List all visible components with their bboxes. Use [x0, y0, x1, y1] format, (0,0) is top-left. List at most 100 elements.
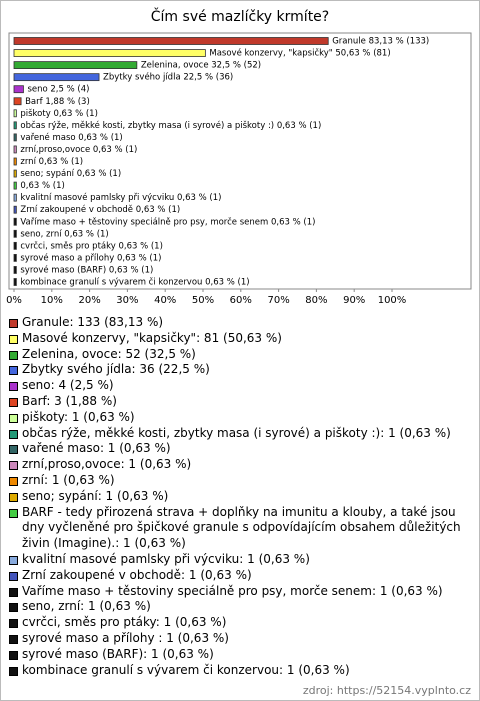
legend-label: Vaříme maso + těstoviny speciálně pro ps… — [22, 583, 443, 598]
bar — [13, 157, 17, 166]
bar — [13, 181, 17, 190]
legend-item: kombinace granulí s vývarem či konzervou… — [9, 663, 471, 679]
legend-item: Zrní zakoupené v obchodě: 1 (0,63 %) — [9, 568, 471, 584]
legend-item: zrní: 1 (0,63 %) — [9, 473, 471, 489]
legend-swatch — [9, 634, 18, 644]
legend-label: Zrní zakoupené v obchodě: 1 (0,63 %) — [22, 567, 252, 582]
legend-swatch — [9, 492, 18, 502]
bar-label: 0,63 % (1) — [20, 181, 64, 191]
legend-label: zrní,proso,ovoce: 1 (0,63 %) — [22, 457, 192, 472]
legend-item: seno: 4 (2,5 %) — [9, 378, 471, 394]
bar-label: Vaříme maso + těstoviny speciálně pro ps… — [20, 216, 315, 227]
legend-swatch — [9, 508, 18, 518]
x-tick-label: 60% — [230, 295, 252, 306]
legend-item: Zelenina, ovoce: 52 (32,5 %) — [9, 347, 471, 363]
x-tick-label: 10% — [41, 295, 63, 306]
legend-swatch — [9, 476, 18, 486]
chart: 0% 10% 20% 30% 40% 50% 60% 70% 80% 90% 100% Granule… — [6, 32, 472, 306]
legend-label: Zelenina, ovoce: 52 (32,5 %) — [22, 346, 196, 361]
bar-label: kombinace granulí s vývarem či konzervou… — [20, 277, 249, 288]
legend-swatch — [9, 571, 18, 581]
x-tick-label: 100% — [378, 295, 407, 306]
x-tick-label: 50% — [192, 295, 214, 306]
x-tick-label: 20% — [78, 295, 100, 306]
legend-label: BARF - tedy přirozená strava + doplňky n… — [22, 504, 461, 551]
bar — [13, 97, 22, 106]
chart-title: Čím své mazlíčky krmíte? — [150, 9, 330, 25]
legend-item: Vaříme maso + těstoviny speciálně pro ps… — [9, 584, 471, 600]
bar — [13, 217, 17, 226]
x-tick-label: 80% — [305, 295, 327, 306]
legend-label: kvalitní masové pamlsky při výcviku: 1 (… — [22, 551, 310, 566]
legend-item: Granule: 133 (83,13 %) — [9, 315, 471, 331]
bar-label: Zbytky svého jídla 22,5 % (36) — [103, 72, 233, 83]
legend-swatch — [9, 334, 18, 344]
legend-label: zrní: 1 (0,63 %) — [22, 472, 115, 487]
bar — [13, 253, 17, 262]
x-tick-label: 70% — [267, 295, 289, 306]
legend-swatch — [9, 650, 18, 660]
bar — [13, 37, 329, 45]
x-tick-label: 40% — [154, 295, 176, 306]
bar-label: zrní,proso,ovoce 0,63 % (1) — [20, 145, 137, 155]
bar-label: Masové konzervy, "kapsičky" 50,63 % (81) — [209, 48, 390, 59]
legend-item: syrové maso (BARF): 1 (0,63 %) — [9, 647, 471, 663]
legend-label: syrové maso (BARF): 1 (0,63 %) — [22, 646, 214, 661]
legend-swatch — [9, 319, 18, 328]
legend-item: Barf: 3 (1,88 %) — [9, 394, 471, 410]
legend-item: piškoty: 1 (0,63 %) — [9, 410, 471, 426]
legend-swatch — [9, 587, 18, 597]
legend-label: Barf: 3 (1,88 %) — [22, 393, 117, 408]
bar — [13, 85, 24, 94]
bar — [13, 266, 17, 274]
bar-label: syrové maso a přílohy 0,63 % (1) — [20, 252, 161, 263]
bar — [13, 169, 17, 178]
legend-swatch — [9, 413, 18, 423]
legend-label: piškoty: 1 (0,63 %) — [22, 409, 135, 424]
legend-item: vařené maso: 1 (0,63 %) — [9, 441, 471, 457]
source: zdroj: https://52154.vyplnto.cz — [302, 684, 471, 697]
bar-label: seno 2,5 % (4) — [27, 85, 89, 95]
legend-item: zrní,proso,ovoce: 1 (0,63 %) — [9, 457, 471, 473]
bar-label: Granule 83,13 % (133) — [332, 37, 429, 47]
x-tick-label: 90% — [343, 295, 365, 306]
bar-label: občas rýže, měkké kosti, zbytky masa (i … — [20, 120, 321, 131]
legend-swatch — [9, 555, 18, 565]
legend-swatch — [9, 603, 18, 613]
legend-swatch — [9, 429, 18, 439]
x-tick-label: 0% — [6, 295, 22, 306]
bar-label: Zrní zakoupené v obchodě 0,63 % (1) — [20, 204, 180, 215]
bar-label: seno, zrní 0,63 % (1) — [20, 229, 108, 239]
bar-label: kvalitní masové pamlsky při výcviku 0,63… — [20, 192, 221, 203]
legend-label: Zbytky svého jídla: 36 (22,5 %) — [22, 362, 210, 377]
bar-label: seno; sypání 0,63 % (1) — [20, 169, 121, 179]
legend-swatch — [9, 619, 18, 629]
plot-frame — [8, 32, 472, 290]
legend-label: seno; sypání: 1 (0,63 %) — [22, 488, 169, 503]
bar-label: zrní 0,63 % (1) — [20, 157, 83, 167]
bar — [13, 278, 17, 286]
legend-label: Masové konzervy, "kapsičky": 81 (50,63 %… — [22, 330, 282, 345]
bar — [13, 61, 138, 69]
bar-label: Zelenina, ovoce 32,5 % (52) — [141, 61, 261, 71]
legend-swatch — [9, 397, 18, 407]
legend-swatch — [9, 366, 18, 376]
legend-item: občas rýže, měkké kosti, zbytky masa (i … — [9, 426, 471, 442]
legend-label: cvrčci, směs pro ptáky: 1 (0,63 %) — [22, 615, 227, 630]
legend-item: seno, zrní: 1 (0,63 %) — [9, 599, 471, 615]
legend-item: cvrčci, směs pro ptáky: 1 (0,63 %) — [9, 615, 471, 631]
legend-item: kvalitní masové pamlsky při výcviku: 1 (… — [9, 552, 471, 568]
legend-item: Zbytky svého jídla: 36 (22,5 %) — [9, 362, 471, 378]
bar-label: syrové maso (BARF) 0,63 % (1) — [20, 264, 153, 275]
legend: Granule: 133 (83,13 %) Masové konzervy, "… — [9, 315, 471, 678]
bar — [13, 205, 17, 214]
bar — [13, 229, 17, 238]
legend-label: Granule: 133 (83,13 %) — [22, 315, 164, 329]
x-tick-label: 30% — [116, 295, 138, 306]
bar — [13, 109, 17, 118]
legend-swatch — [9, 382, 18, 392]
bar-label: piškoty 0,63 % (1) — [20, 108, 98, 119]
bar — [13, 49, 206, 57]
legend-label: vařené maso: 1 (0,63 %) — [22, 441, 171, 456]
